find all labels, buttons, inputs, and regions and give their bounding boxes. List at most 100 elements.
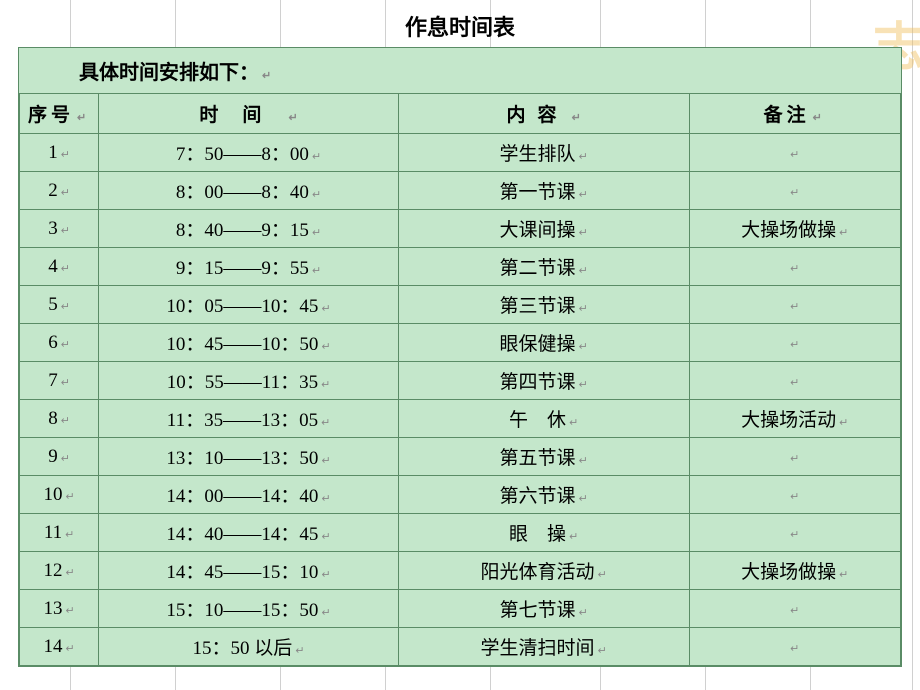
- table-row: 5↵10：05――10：45↵第三节课↵↵: [20, 286, 901, 324]
- page-container: 志 作息时间表 具体时间安排如下：↵ 序号↵ 时间↵ 内容↵ 备注↵ 1↵: [0, 0, 920, 690]
- header-content-label: 内容: [507, 105, 569, 126]
- cell-time-value: 14：00――14：40: [166, 486, 318, 507]
- cell-time: 7：50――8：00↵: [99, 134, 399, 172]
- cell-seq: 4↵: [20, 248, 99, 286]
- cell-seq: 8↵: [20, 400, 99, 438]
- cell-time-value: 8：40――9：15: [176, 220, 309, 241]
- paragraph-mark-icon: ↵: [321, 341, 330, 353]
- paragraph-mark-icon: ↵: [579, 455, 588, 467]
- table-row: 9↵13：10――13：50↵第五节课↵↵: [20, 438, 901, 476]
- header-time-label: 时间: [199, 105, 285, 126]
- cell-note: ↵: [689, 134, 900, 172]
- cell-content: 午 休↵: [398, 400, 689, 438]
- table-row: 6↵10：45――10：50↵眼保健操↵↵: [20, 324, 901, 362]
- cell-content-value: 第二节课: [500, 258, 576, 279]
- paragraph-mark-icon: ↵: [579, 151, 588, 163]
- paragraph-mark-icon: ↵: [579, 265, 588, 277]
- cell-seq: 7↵: [20, 362, 99, 400]
- cell-note: 大操场做操↵: [689, 552, 900, 590]
- cell-note: ↵: [689, 514, 900, 552]
- cell-seq: 13↵: [20, 590, 99, 628]
- paragraph-mark-icon: ↵: [61, 301, 70, 313]
- cell-content-value: 眼 操: [509, 524, 566, 545]
- cell-content: 学生排队↵: [398, 134, 689, 172]
- paragraph-mark-icon: ↵: [790, 529, 799, 541]
- cell-content: 阳光体育活动↵: [398, 552, 689, 590]
- cell-seq-value: 8: [48, 408, 58, 429]
- cell-note-value: 大操场活动: [741, 410, 836, 431]
- cell-note: ↵: [689, 590, 900, 628]
- cell-seq: 3↵: [20, 210, 99, 248]
- cell-time: 14：00――14：40↵: [99, 476, 399, 514]
- table-row: 10↵14：00――14：40↵第六节课↵↵: [20, 476, 901, 514]
- paragraph-mark-icon: ↵: [579, 379, 588, 391]
- cell-seq-value: 3: [48, 218, 58, 239]
- table-row: 8↵11：35――13：05↵午 休↵大操场活动↵: [20, 400, 901, 438]
- paragraph-mark-icon: ↵: [579, 493, 588, 505]
- cell-time: 9：15――9：55↵: [99, 248, 399, 286]
- cell-content: 第一节课↵: [398, 172, 689, 210]
- cell-content-value: 眼保健操: [500, 334, 576, 355]
- table-row: 12↵14：45――15：10↵阳光体育活动↵大操场做操↵: [20, 552, 901, 590]
- cell-content: 第七节课↵: [398, 590, 689, 628]
- paragraph-mark-icon: ↵: [839, 417, 848, 429]
- cell-note: 大操场活动↵: [689, 400, 900, 438]
- cell-time: 8：40――9：15↵: [99, 210, 399, 248]
- paragraph-mark-icon: ↵: [61, 149, 70, 161]
- cell-note: ↵: [689, 362, 900, 400]
- paragraph-mark-icon: ↵: [312, 189, 321, 201]
- paragraph-mark-icon: ↵: [579, 189, 588, 201]
- paragraph-mark-icon: ↵: [321, 607, 330, 619]
- paragraph-mark-icon: ↵: [295, 645, 304, 657]
- paragraph-mark-icon: ↵: [839, 227, 848, 239]
- cell-time: 11：35――13：05↵: [99, 400, 399, 438]
- paragraph-mark-icon: ↵: [288, 112, 321, 124]
- cell-time-value: 11：35――13：05: [167, 410, 318, 431]
- paragraph-mark-icon: ↵: [312, 265, 321, 277]
- paragraph-mark-icon: ↵: [66, 567, 75, 579]
- table-row: 4↵9：15――9：55↵第二节课↵↵: [20, 248, 901, 286]
- paragraph-mark-icon: ↵: [66, 643, 75, 655]
- cell-content-value: 第六节课: [500, 486, 576, 507]
- paragraph-mark-icon: ↵: [61, 377, 70, 389]
- cell-content: 第四节课↵: [398, 362, 689, 400]
- paragraph-mark-icon: ↵: [321, 303, 330, 315]
- paragraph-mark-icon: ↵: [790, 491, 799, 503]
- paragraph-mark-icon: ↵: [790, 149, 799, 161]
- paragraph-mark-icon: ↵: [77, 112, 90, 124]
- cell-note: ↵: [689, 286, 900, 324]
- cell-note: ↵: [689, 628, 900, 666]
- cell-note-value: 大操场做操: [741, 220, 836, 241]
- cell-note: ↵: [689, 172, 900, 210]
- cell-content: 第五节课↵: [398, 438, 689, 476]
- cell-time-value: 10：05――10：45: [166, 296, 318, 317]
- cell-time-value: 7：50――8：00: [176, 144, 309, 165]
- cell-content-value: 第五节课: [500, 448, 576, 469]
- cell-seq: 9↵: [20, 438, 99, 476]
- cell-time-value: 9：15――9：55: [176, 258, 309, 279]
- paragraph-mark-icon: ↵: [321, 379, 330, 391]
- cell-time: 13：10――13：50↵: [99, 438, 399, 476]
- paragraph-mark-icon: ↵: [61, 415, 70, 427]
- table-header-row: 序号↵ 时间↵ 内容↵ 备注↵: [20, 94, 901, 134]
- cell-content-value: 第七节课: [500, 600, 576, 621]
- cell-content: 大课间操↵: [398, 210, 689, 248]
- paragraph-mark-icon: ↵: [321, 569, 330, 581]
- cell-time: 10：55――11：35↵: [99, 362, 399, 400]
- header-seq-label: 序号: [28, 105, 74, 126]
- cell-seq: 2↵: [20, 172, 99, 210]
- cell-note-value: 大操场做操: [741, 562, 836, 583]
- cell-content: 第二节课↵: [398, 248, 689, 286]
- cell-time-value: 14：45――15：10: [166, 562, 318, 583]
- cell-note: 大操场做操↵: [689, 210, 900, 248]
- table-row: 14↵15：50 以后↵学生清扫时间↵↵: [20, 628, 901, 666]
- cell-seq: 6↵: [20, 324, 99, 362]
- paragraph-mark-icon: ↵: [66, 605, 75, 617]
- cell-content-value: 第一节课: [500, 182, 576, 203]
- paragraph-mark-icon: ↵: [790, 453, 799, 465]
- cell-seq: 5↵: [20, 286, 99, 324]
- header-note-label: 备注: [764, 105, 810, 126]
- cell-seq-value: 11: [44, 522, 62, 543]
- paragraph-mark-icon: ↵: [839, 569, 848, 581]
- subtitle: 具体时间安排如下：↵: [19, 48, 901, 93]
